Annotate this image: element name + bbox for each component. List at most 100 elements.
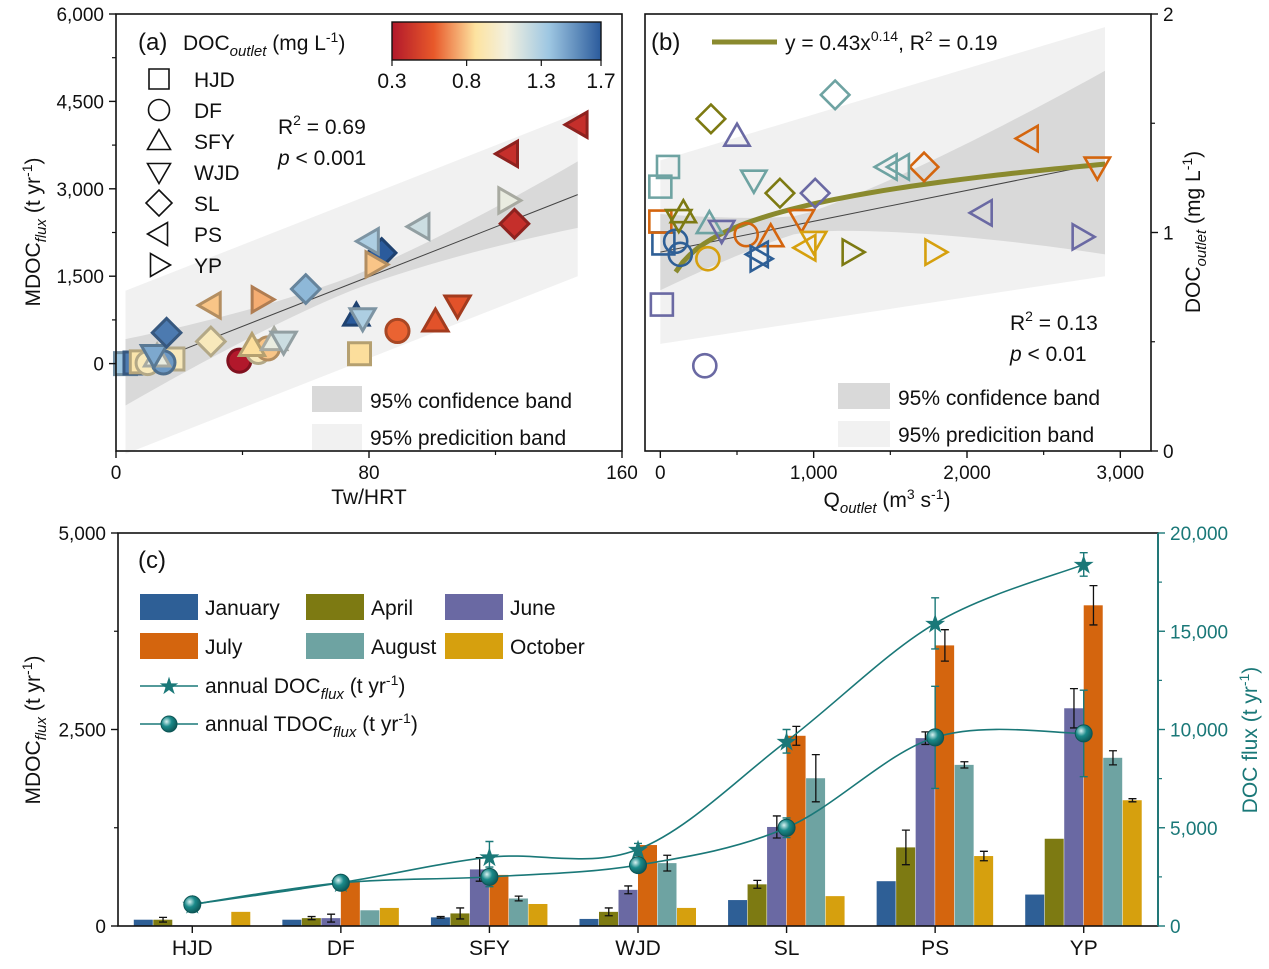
scatter-point-wjd xyxy=(442,294,473,321)
panel-b-ticks: 0 1,000 2,000 3,000 0 1 2 xyxy=(655,5,1174,484)
bar-june xyxy=(1064,708,1084,926)
legend-label-sl: SL xyxy=(194,193,220,216)
y2-tick-label: 5,000 xyxy=(1170,819,1218,840)
scatter-point-wjd xyxy=(268,330,299,358)
x-tick-label: 160 xyxy=(606,463,638,484)
y-tick-label: 3,000 xyxy=(56,180,104,201)
scatter-point-sfy xyxy=(420,305,451,333)
annual-tdoc-point xyxy=(331,873,350,892)
scatter-point-hjd xyxy=(655,154,681,180)
scatter-point-yp xyxy=(497,185,524,216)
error-bar xyxy=(1128,798,1137,803)
scatter-point-hjd xyxy=(649,292,675,317)
panel-c-legend: January April June July August October xyxy=(140,594,585,659)
scatter-point-sl xyxy=(907,150,941,184)
colorbar-tick-label: 0.8 xyxy=(452,70,481,93)
error-bar xyxy=(811,754,820,803)
annual-tdoc-point xyxy=(1074,724,1093,743)
colorbar-tick-label: 1.3 xyxy=(527,70,556,93)
error-bar xyxy=(514,895,523,902)
bar-april xyxy=(1044,838,1064,926)
bar-april xyxy=(301,918,321,926)
panel-b-tag: (b) xyxy=(651,29,680,56)
panel-b-bands xyxy=(660,27,1106,344)
bar-january xyxy=(579,918,599,926)
annual-doc-star: ★ xyxy=(478,842,501,872)
error-bar xyxy=(979,850,988,862)
panel-a-points xyxy=(112,109,589,377)
bar-april xyxy=(747,884,767,926)
x-tick-label: 0 xyxy=(111,463,122,484)
bar-october xyxy=(1122,800,1142,926)
legend-tdoc-label: annual TDOCflux (t yr-1) xyxy=(205,710,418,741)
scatter-point-wjd xyxy=(138,344,170,371)
legend-label-august: August xyxy=(371,636,437,659)
scatter-point-sl xyxy=(763,177,797,210)
legend-swatch-october xyxy=(445,633,503,659)
bar-july xyxy=(786,735,806,926)
legend-doc-label: annual DOCflux (t yr-1) xyxy=(205,672,405,703)
scatter-point-ps xyxy=(884,152,911,182)
scatter-point-ps xyxy=(790,232,817,263)
panel-a-pred-swatch xyxy=(312,424,362,450)
bar-january xyxy=(728,900,748,926)
line-error-bar xyxy=(634,842,642,856)
scatter-point-ps xyxy=(872,152,898,182)
panel-a-tag: (a) xyxy=(138,29,167,56)
scatter-point-yp xyxy=(841,237,868,268)
legend-marker-ps xyxy=(145,221,169,247)
bar-january xyxy=(876,881,896,926)
scatter-point-wjd xyxy=(738,169,769,196)
scatter-point-hjd xyxy=(648,174,673,199)
bar-august xyxy=(657,863,677,926)
panel-c-ylabel: MDOCflux (t yr-1) xyxy=(19,656,50,805)
bar-october xyxy=(974,856,994,926)
scatter-point-ps xyxy=(1013,123,1039,154)
confidence-band xyxy=(660,70,1105,291)
bar-july xyxy=(340,881,360,926)
legend-swatch-april xyxy=(306,594,364,620)
scatter-point-sfy xyxy=(755,221,786,248)
bar-october xyxy=(677,907,696,926)
x-tick-label: 0 xyxy=(655,463,666,484)
error-bar xyxy=(604,907,613,917)
panel-c-ticks: HJD DF SFY WJD SL PS YP 0 2,500 5,000 0 5,000 10,000… xyxy=(58,524,1228,960)
legend-swatch-july xyxy=(140,633,198,659)
scatter-point-df xyxy=(691,352,718,379)
x-tick-label: 2,000 xyxy=(943,463,991,484)
scatter-point-df xyxy=(733,221,760,248)
x-tick-label: SFY xyxy=(469,937,510,960)
panel-b-pred-swatch xyxy=(838,421,890,447)
x-tick-label: 1,000 xyxy=(790,463,838,484)
panel-c-y2label: DOC flux (t yr-1) xyxy=(1236,667,1262,814)
error-bar xyxy=(307,915,316,921)
x-tick-label: SL xyxy=(774,937,800,960)
x-tick-label: HJD xyxy=(172,937,213,960)
panel-b: 0 1,000 2,000 3,000 0 1 2 (b) y = 0.43x0.14, R… xyxy=(644,5,1210,517)
colorbar-ticks: 0.3 0.8 1.3 1.7 xyxy=(377,60,616,93)
panel-b-conf-swatch xyxy=(838,383,890,409)
legend-label-wjd: WJD xyxy=(194,162,240,185)
bar-october xyxy=(231,911,251,926)
legend-marker-sl xyxy=(144,188,174,218)
legend-label-june: June xyxy=(510,597,556,620)
error-bar xyxy=(159,916,168,923)
scatter-point-sl xyxy=(799,177,832,210)
x-tick-label: 3,000 xyxy=(1097,463,1145,484)
scatter-point-sl xyxy=(289,272,323,306)
y-tick-label: 1 xyxy=(1163,224,1174,245)
x-tick-label: YP xyxy=(1070,937,1098,960)
scatter-point-sfy xyxy=(722,121,752,148)
colorbar-tick-label: 1.7 xyxy=(586,70,615,93)
colorbar-tick-label: 0.3 xyxy=(377,70,406,93)
panel-a-pred-label: 95% predicition band xyxy=(370,427,566,450)
error-bar xyxy=(940,629,949,662)
error-bar xyxy=(792,725,801,746)
y2-tick-label: 0 xyxy=(1170,917,1181,938)
panel-c-lines: ★★★★★★★ xyxy=(181,549,1096,919)
annual-tdoc-point xyxy=(629,856,647,875)
y2-tick-label: 20,000 xyxy=(1170,524,1228,545)
panel-a-r2: R2 = 0.69 xyxy=(278,112,366,139)
bar-january xyxy=(430,917,450,926)
bar-april xyxy=(153,919,173,926)
